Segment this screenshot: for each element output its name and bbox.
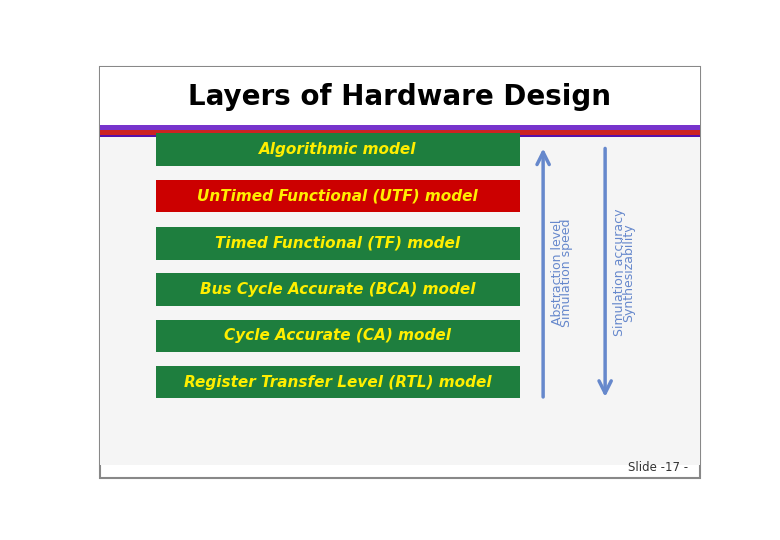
Bar: [156, 366, 520, 398]
Text: Simulation accuracy: Simulation accuracy: [613, 209, 626, 336]
Bar: [100, 67, 700, 126]
Bar: [100, 130, 700, 135]
Text: Timed Functional (TF) model: Timed Functional (TF) model: [215, 236, 460, 251]
Bar: [100, 137, 700, 465]
Text: Synthesizability: Synthesizability: [622, 224, 635, 322]
Bar: [156, 320, 520, 352]
Text: Slide -17 -: Slide -17 -: [628, 462, 688, 475]
Text: Abstraction level: Abstraction level: [551, 220, 564, 326]
Text: UnTimed Functional (UTF) model: UnTimed Functional (UTF) model: [197, 188, 478, 203]
Bar: [100, 125, 700, 130]
Text: Cycle Accurate (CA) model: Cycle Accurate (CA) model: [225, 328, 452, 343]
Text: Bus Cycle Accurate (BCA) model: Bus Cycle Accurate (BCA) model: [200, 282, 476, 297]
Text: Layers of Hardware Design: Layers of Hardware Design: [188, 83, 612, 111]
Text: Algorithmic model: Algorithmic model: [259, 142, 417, 157]
Bar: [156, 179, 520, 212]
Bar: [156, 227, 520, 260]
Text: Register Transfer Level (RTL) model: Register Transfer Level (RTL) model: [184, 375, 491, 389]
Bar: [156, 133, 520, 166]
Bar: [156, 273, 520, 306]
Text: Simulation speed: Simulation speed: [560, 219, 573, 327]
Bar: [100, 135, 700, 137]
